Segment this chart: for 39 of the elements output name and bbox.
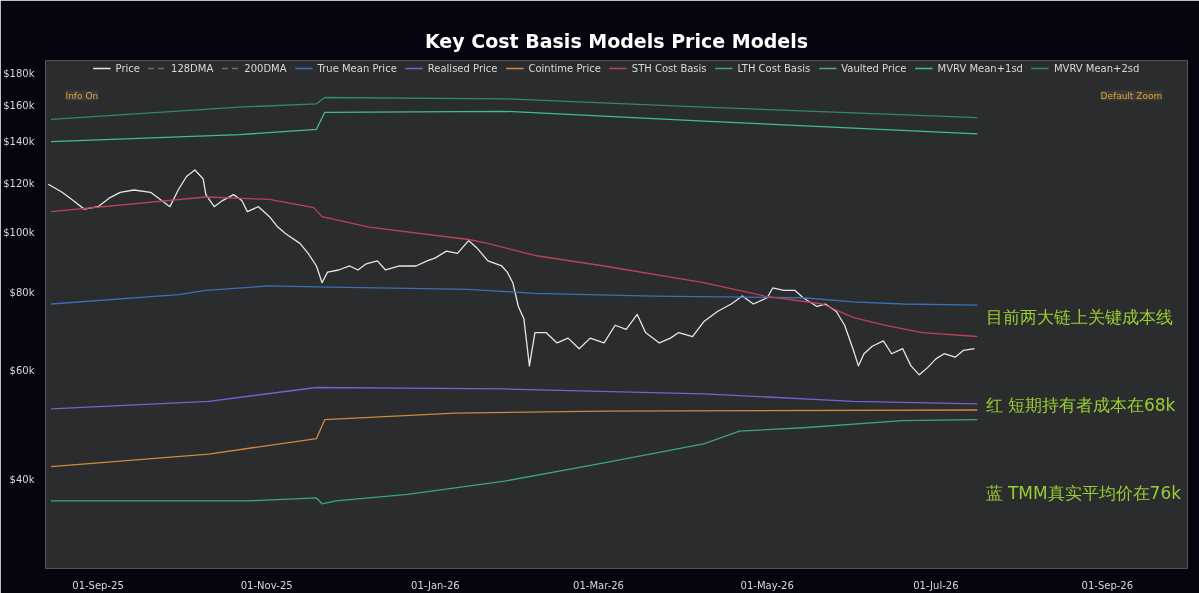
chart-title: Key Cost Basis Models Price Models xyxy=(424,29,809,52)
x-tick-label: 01-Sep-26 xyxy=(1081,579,1134,591)
legend-label: Cointime Price xyxy=(528,62,601,74)
y-tick-label: $100k xyxy=(3,226,35,238)
line-series xyxy=(47,169,976,376)
x-tick-label: 01-Jan-26 xyxy=(411,579,460,591)
y-tick-label: $140k xyxy=(3,136,35,148)
y-tick-label: $120k xyxy=(3,177,35,189)
annotation: Default Zoom xyxy=(1100,90,1163,101)
legend-label: True Mean Price xyxy=(317,62,397,74)
annotation: 目前两大链上关键成本线 xyxy=(985,306,1173,327)
legend-label: MVRV Mean+2sd xyxy=(1053,62,1140,74)
x-tick-label: 01-Nov-25 xyxy=(240,579,293,591)
y-tick-label: $80k xyxy=(9,287,35,299)
legend-label: STH Cost Basis xyxy=(631,62,707,74)
legend-label: Price xyxy=(115,62,141,74)
line-series xyxy=(50,110,978,143)
legend-label: 128DMA xyxy=(171,62,214,74)
legend-label: Vaulted Price xyxy=(841,62,907,74)
line-series xyxy=(50,418,978,505)
y-tick-label: $40k xyxy=(9,474,35,486)
legend-label: LTH Cost Basis xyxy=(737,62,811,74)
y-tick-label: $160k xyxy=(3,99,35,111)
x-tick-label: 01-Mar-26 xyxy=(573,579,624,591)
legend-label: MVRV Mean+1sd xyxy=(937,62,1023,74)
line-series xyxy=(50,386,978,410)
annotation: 红 短期持有者成本在68k xyxy=(985,394,1176,415)
y-tick-label: $180k xyxy=(3,68,35,80)
y-tick-label: $60k xyxy=(9,364,35,376)
line-series xyxy=(50,285,978,306)
annotation: 蓝 TMM真实平均价在76k xyxy=(985,482,1182,503)
line-series xyxy=(50,196,978,338)
x-tick-label: 01-Sep-25 xyxy=(72,579,124,591)
legend-label: Realised Price xyxy=(427,62,498,74)
annotation: Info On xyxy=(65,90,99,101)
x-tick-label: 01-Jul-26 xyxy=(913,579,959,591)
x-tick-label: 01-May-26 xyxy=(740,579,794,591)
legend-label: 200DMA xyxy=(244,62,287,74)
line-series xyxy=(50,409,978,468)
